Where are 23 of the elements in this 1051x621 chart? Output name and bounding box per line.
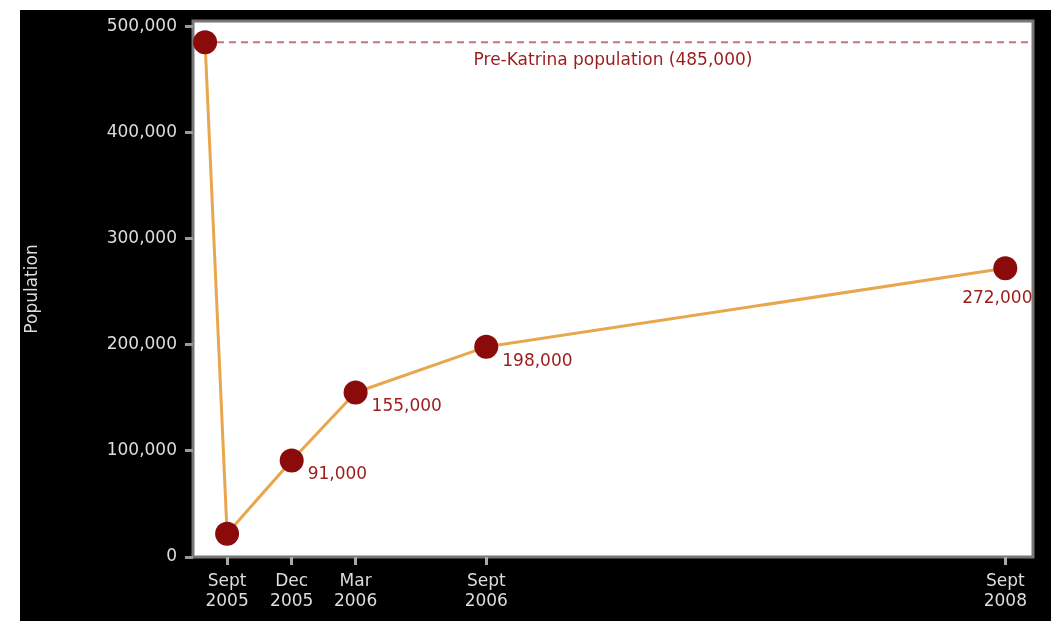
- point: [474, 334, 499, 359]
- x-tick-label: Dec 2005: [270, 569, 314, 611]
- x-tick-label: Sept 2008: [983, 569, 1027, 611]
- point: [193, 30, 218, 55]
- y-tick-label: 400,000: [106, 120, 177, 141]
- y-tick-label: 200,000: [106, 333, 177, 354]
- y-tick-label: 500,000: [106, 14, 177, 35]
- x-tick-label: Mar 2006: [333, 569, 378, 611]
- data-label: 91,000: [307, 463, 368, 484]
- y-tick-label: 300,000: [106, 227, 177, 248]
- x-tick-label: Sept 2005: [205, 569, 249, 611]
- data-label: 272,000: [962, 287, 1033, 308]
- point: [993, 256, 1018, 281]
- point: [279, 448, 304, 473]
- data-label: 155,000: [371, 395, 442, 416]
- ref-line-label: Pre-Katrina population (485,000): [473, 49, 753, 70]
- y-tick-label: 100,000: [106, 439, 177, 460]
- y-axis-title: Population: [20, 244, 41, 334]
- point: [343, 380, 368, 405]
- x-tick-label: Sept 2006: [464, 569, 508, 611]
- point: [215, 521, 240, 546]
- data-label: 198,000: [502, 349, 573, 370]
- y-tick-label: 0: [166, 545, 177, 566]
